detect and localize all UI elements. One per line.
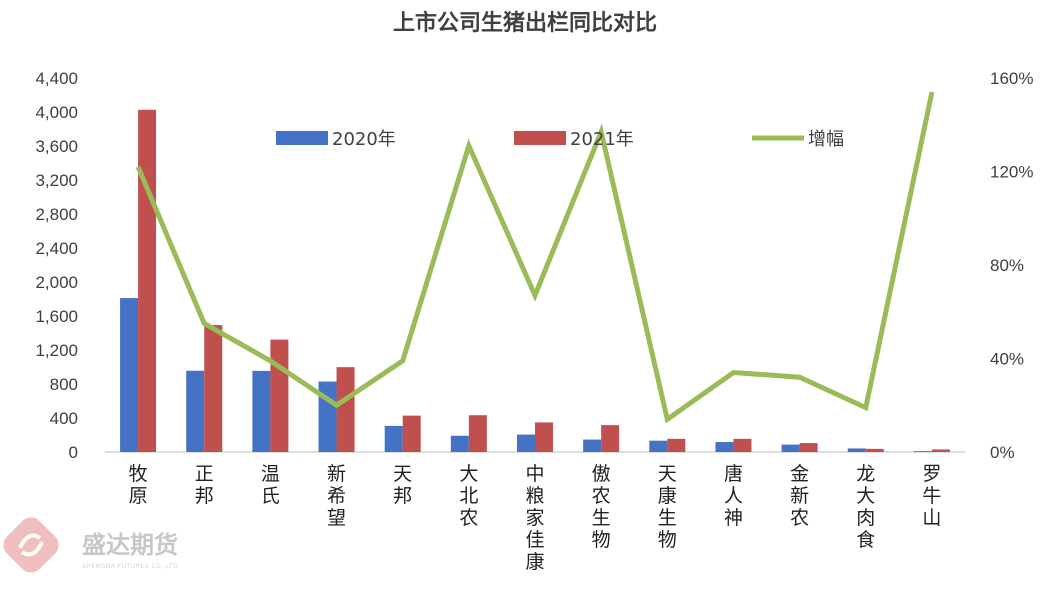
left-tick-label: 2,000 — [35, 273, 78, 292]
bar-2020 — [186, 370, 205, 452]
legend-label: 2021年 — [570, 129, 634, 150]
legend-label: 2020年 — [332, 129, 396, 150]
category-label: 金新农 — [790, 463, 809, 529]
category-label: 罗牛山 — [922, 463, 941, 529]
bar-2021 — [535, 422, 553, 452]
bars — [120, 109, 950, 452]
left-tick-label: 4,000 — [35, 103, 78, 122]
bar-2021 — [138, 109, 157, 452]
right-axis: 0% 40% 80% 120% 160% — [990, 69, 1033, 462]
left-tick-label: 400 — [50, 409, 78, 428]
legend-swatch — [276, 131, 328, 145]
left-tick-label: 3,200 — [35, 171, 78, 190]
category-label: 天邦 — [393, 463, 412, 507]
bar-2021 — [336, 367, 355, 452]
bar-2021 — [931, 449, 950, 452]
legend: 2020年 2021年 增幅 — [276, 129, 844, 150]
bar-2020 — [715, 442, 734, 452]
right-tick-label: 160% — [990, 69, 1033, 88]
category-label: 唐人神 — [724, 463, 743, 529]
left-axis: 0 400 800 1,200 1,600 2,000 2,400 2,800 3,200 3,6… — [35, 69, 78, 462]
category-label: 牧原 — [129, 463, 148, 507]
bar-2021 — [204, 325, 223, 452]
bar-2020 — [120, 298, 139, 452]
category-labels: 牧原 正邦 温氏 新希望 天邦 大北农 中粮家佳康 傲农生物 天康生物 唐人神 金新农 龙大肉食 罗牛山 — [129, 463, 942, 573]
bar-2020 — [450, 435, 469, 452]
category-label: 正邦 — [195, 463, 214, 507]
bar-2021 — [799, 443, 818, 452]
bar-2020 — [913, 451, 932, 452]
bar-2020 — [649, 440, 668, 452]
category-label: 龙大肉食 — [856, 463, 875, 551]
bar-2021 — [667, 438, 686, 452]
category-label: 傲农生物 — [592, 463, 611, 551]
right-tick-label: 0% — [990, 443, 1015, 462]
right-tick-label: 40% — [990, 350, 1024, 369]
bar-2020 — [781, 444, 800, 452]
bar-2021 — [270, 339, 289, 452]
chart-title: 上市公司生猪出栏同比对比 — [393, 10, 657, 36]
line-series — [135, 91, 935, 424]
right-tick-label: 120% — [990, 163, 1033, 182]
left-tick-label: 2,800 — [35, 205, 78, 224]
left-tick-label: 2,400 — [35, 239, 78, 258]
legend-swatch — [514, 131, 566, 145]
bar-2020 — [252, 370, 271, 452]
logo-name: 盛达期货 — [82, 531, 178, 559]
logo-icon — [3, 517, 59, 573]
bar-2021 — [865, 448, 884, 452]
left-tick-label: 0 — [69, 443, 78, 462]
bar-2020 — [583, 439, 602, 452]
bar-2021 — [733, 438, 752, 452]
bar-2021 — [402, 415, 421, 452]
legend-label: 增幅 — [808, 129, 844, 150]
category-label: 新希望 — [327, 463, 346, 529]
category-label: 天康生物 — [658, 463, 677, 551]
bar-2020 — [517, 434, 535, 452]
left-tick-label: 1,600 — [35, 307, 78, 326]
bar-2020 — [847, 448, 866, 452]
watermark-logo: 盛达期货 SHENGDA FUTURES CO.,LTD. — [3, 517, 181, 573]
left-tick-label: 4,400 — [35, 69, 78, 88]
left-tick-label: 1,200 — [35, 341, 78, 360]
left-tick-label: 3,600 — [35, 137, 78, 156]
left-tick-label: 800 — [50, 375, 78, 394]
logo-subtitle: SHENGDA FUTURES CO.,LTD. — [82, 563, 181, 570]
bar-2021 — [601, 425, 620, 452]
right-tick-label: 80% — [990, 256, 1024, 275]
bar-2020 — [384, 425, 403, 452]
category-label: 中粮家佳康 — [525, 463, 544, 573]
category-label: 大北农 — [459, 463, 478, 529]
bar-2021 — [468, 415, 487, 452]
category-label: 温氏 — [261, 463, 280, 507]
